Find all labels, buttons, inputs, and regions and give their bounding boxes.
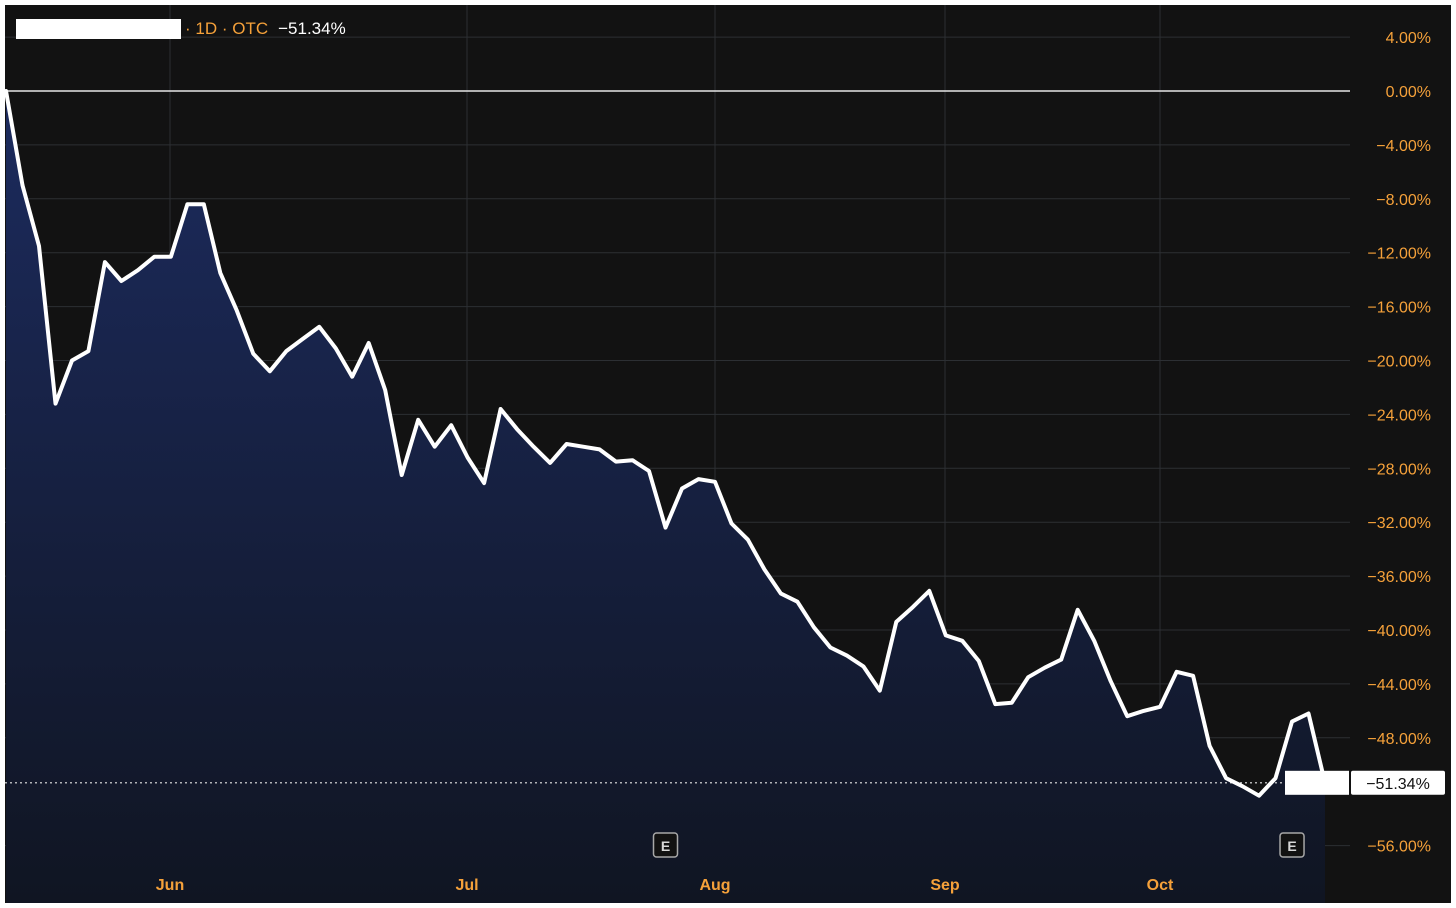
- earnings-marker-label: E: [1287, 838, 1296, 854]
- price-area-fill: [6, 91, 1325, 903]
- earnings-marker-box: [1279, 832, 1305, 858]
- y-tick-label: −20.00%: [1367, 354, 1431, 371]
- y-axis-labels: 4.00% 0.00% −4.00% −8.00% −12.00% −16.00% −20.…: [1367, 30, 1431, 856]
- last-price-tag: −51.34%: [1285, 770, 1445, 795]
- y-tick-label: 0.00%: [1386, 84, 1431, 101]
- y-tick-label: −28.00%: [1367, 461, 1431, 478]
- x-axis-labels: Jun Jul Aug Sep Oct: [156, 877, 1174, 894]
- y-tick-label: −12.00%: [1367, 246, 1431, 263]
- y-tick-label: −24.00%: [1367, 407, 1431, 424]
- y-tick-label: −44.00%: [1367, 677, 1431, 694]
- price-line: [5, 89, 1327, 798]
- x-tick-label: Sep: [930, 877, 960, 894]
- y-tick-label: 4.00%: [1386, 30, 1431, 47]
- earnings-marker[interactable]: E: [652, 832, 679, 858]
- y-tick-label: −48.00%: [1367, 731, 1431, 748]
- chart-svg: 4.00% 0.00% −4.00% −8.00% −12.00% −16.00% −20.…: [5, 5, 1445, 903]
- x-tick-label: Jul: [455, 877, 478, 894]
- y-tick-label: −36.00%: [1367, 569, 1431, 586]
- x-tick-label: Aug: [699, 877, 730, 894]
- y-tick-label: −16.00%: [1367, 300, 1431, 317]
- y-tick-label: −8.00%: [1376, 192, 1431, 209]
- y-tick-label: −32.00%: [1367, 515, 1431, 532]
- y-tick-label: −56.00%: [1367, 839, 1431, 856]
- legend-interval-exchange: · 1D · OTC: [185, 19, 269, 38]
- earnings-marker-label: E: [661, 838, 670, 854]
- chart-frame: 4.00% 0.00% −4.00% −8.00% −12.00% −16.00% −20.…: [5, 5, 1451, 903]
- last-price-tag-label: −51.34%: [1366, 776, 1430, 793]
- symbol-name-box: [16, 19, 181, 39]
- y-tick-label: −4.00%: [1376, 138, 1431, 155]
- x-tick-label: Oct: [1147, 877, 1174, 894]
- last-price-tag-box: [1351, 770, 1445, 795]
- x-tick-label: Jun: [156, 877, 184, 894]
- y-tick-label: −40.00%: [1367, 623, 1431, 640]
- earnings-marker-box: [652, 832, 679, 858]
- last-price-tag-left-box: [1285, 770, 1349, 795]
- earnings-marker[interactable]: E: [1279, 832, 1305, 858]
- legend-change: −51.34%: [278, 19, 346, 38]
- chart-legend: · 1D · OTC −51.34%: [16, 18, 346, 40]
